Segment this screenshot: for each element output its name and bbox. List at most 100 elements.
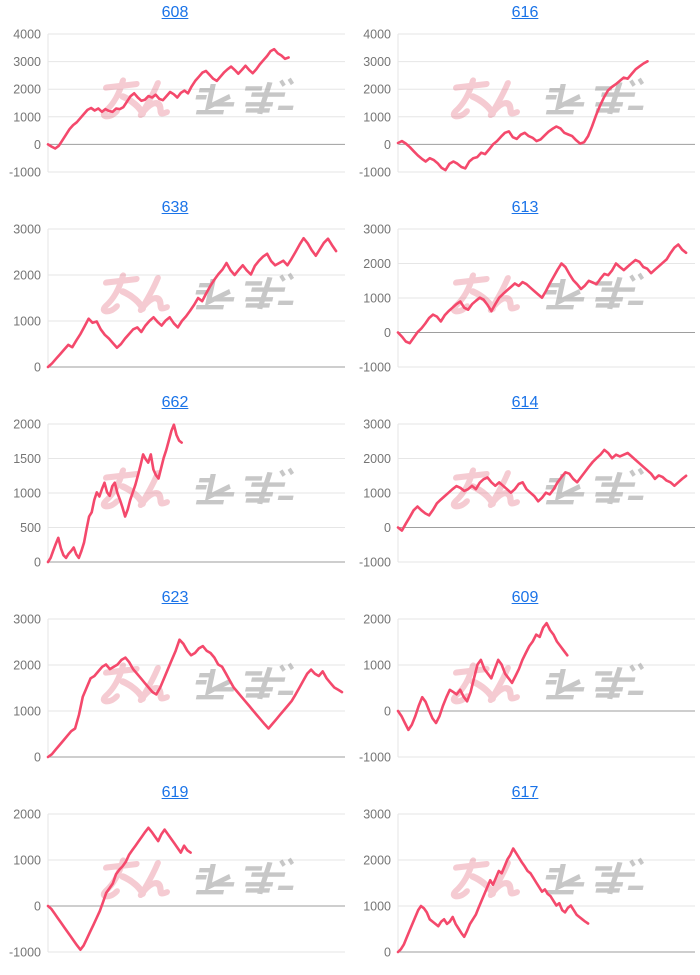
y-axis-tick-label: 3000 [13,613,41,627]
y-axis-tick-label: 1000 [363,487,391,501]
minrepo-watermark [100,467,295,510]
y-axis-tick-label: 0 [384,326,391,340]
y-axis-tick-label: -1000 [359,166,391,180]
watermark-gray-text [545,857,645,895]
watermark-pink-text [100,662,170,705]
y-axis-tick-label: 2000 [363,83,391,97]
chart-title-link[interactable]: 623 [161,589,189,606]
y-axis-tick-label: 0 [384,705,391,719]
chart-plot: 2000 1000 0 -1000 [9,808,345,960]
minrepo-watermark [100,272,295,315]
watermark-gray-text [195,77,295,115]
y-axis-tick-label: 2000 [363,452,391,466]
chart-title-link[interactable]: 608 [161,4,189,21]
y-axis-tick-label: 3000 [363,418,391,432]
y-axis-tick-label: 2000 [13,83,41,97]
y-axis-tick-label: 0 [34,900,41,914]
watermark-gray-text [195,857,295,895]
chart-title-link[interactable]: 609 [511,589,539,606]
chart-title-link[interactable]: 638 [161,199,189,216]
watermark-pink-text [450,77,520,120]
watermark-gray-text [545,467,645,505]
series-line [46,236,338,369]
chart-cell-638: 638 3000 2000 1000 0 [0,195,350,390]
y-axis-tick-label: -1000 [359,556,391,570]
chart-plot: 3000 2000 1000 0 -1000 [359,223,695,375]
y-axis-tick-label: 4000 [363,28,391,42]
minrepo-watermark [100,857,295,900]
chart-plot: 2000 1500 1000 500 0 [13,418,345,570]
y-axis-tick-label: 0 [384,138,391,152]
y-axis-tick-label: 0 [34,138,41,152]
chart-title-link[interactable]: 617 [511,784,539,801]
y-axis-tick-label: -1000 [9,946,41,960]
minrepo-watermark [450,272,645,315]
minrepo-watermark [450,857,645,900]
y-axis-tick-label: 1000 [363,292,391,306]
series-line [396,59,649,172]
chart-plot: 3000 2000 1000 0 [13,613,345,765]
chart-cell-617: 617 3000 2000 1000 0 [350,780,700,975]
y-axis-tick-label: 3000 [13,223,41,237]
y-axis-tick-label: 2000 [363,613,391,627]
y-axis-tick-label: 1000 [363,659,391,673]
chart-cell-616: 616 4000 3000 2000 1000 0 -1000 [350,0,700,195]
y-axis-tick-label: 1500 [13,452,41,466]
chart-cell-608: 608 4000 3000 2000 1000 0 -1000 [0,0,350,195]
watermark-gray-text [195,662,295,700]
y-axis-tick-label: 0 [384,946,391,960]
minrepo-watermark [100,77,295,120]
chart-cell-613: 613 3000 2000 1000 0 -1000 [350,195,700,390]
y-axis-tick-label: -1000 [359,361,391,375]
y-axis-tick-label: 3000 [13,55,41,69]
chart-title-link[interactable]: 619 [161,784,189,801]
series-line [396,621,569,732]
watermark-gray-text [195,467,295,505]
series-line [396,448,688,532]
y-axis-tick-label: 500 [20,521,41,535]
chart-title-link[interactable]: 616 [511,4,539,21]
watermark-gray-text [195,272,295,310]
watermark-pink-text [100,272,170,315]
watermark-pink-text [450,467,520,510]
y-axis-tick-label: 2000 [363,854,391,868]
watermark-gray-text [545,662,645,700]
chart-cell-662: 662 2000 1500 1000 500 0 [0,390,350,585]
chart-cell-609: 609 2000 1000 0 -1000 [350,585,700,780]
y-axis-tick-label: 1000 [363,900,391,914]
chart-plot: 4000 3000 2000 1000 0 -1000 [9,28,345,180]
y-axis-tick-label: 1000 [13,487,41,501]
series-line [46,423,183,564]
y-axis-tick-label: -1000 [9,166,41,180]
chart-title-link[interactable]: 613 [511,199,539,216]
watermark-pink-text [450,662,520,705]
chart-title-link[interactable]: 614 [511,394,539,411]
minrepo-watermark [450,467,645,510]
y-axis-tick-label: 0 [34,361,41,375]
y-axis-tick-label: 3000 [363,808,391,822]
series-line [396,243,688,345]
y-axis-tick-label: 0 [34,751,41,765]
chart-cell-619: 619 2000 1000 0 -1000 [0,780,350,975]
chart-plot: 3000 2000 1000 0 [363,808,695,960]
watermark-pink-text [450,857,520,900]
series-line [396,847,590,954]
y-axis-tick-label: 2000 [13,269,41,283]
chart-cell-623: 623 3000 2000 1000 0 [0,585,350,780]
y-axis-tick-label: 2000 [13,659,41,673]
y-axis-tick-label: 1000 [13,705,41,719]
y-axis-tick-label: 3000 [363,55,391,69]
chart-title-link[interactable]: 662 [161,394,189,411]
chart-cell-614: 614 3000 2000 1000 0 -1000 [350,390,700,585]
minrepo-watermark [450,662,645,705]
chart-plot: 3000 2000 1000 0 -1000 [359,418,695,570]
y-axis-tick-label: 4000 [13,28,41,42]
y-axis-tick-label: 0 [384,521,391,535]
minrepo-watermark [100,662,295,705]
y-axis-tick-label: 1000 [363,110,391,124]
watermark-gray-text [545,272,645,310]
chart-plot: 2000 1000 0 -1000 [359,613,695,765]
y-axis-tick-label: 2000 [363,257,391,271]
minrepo-watermark [450,77,645,120]
watermark-pink-text [100,77,170,120]
